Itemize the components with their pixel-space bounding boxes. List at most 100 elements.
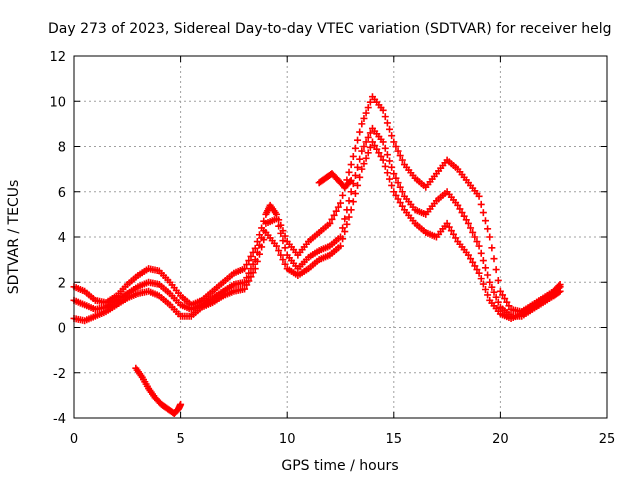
data-point <box>347 161 355 169</box>
data-point-interp <box>492 293 500 301</box>
data-point-interp <box>484 291 492 299</box>
data-point-interp <box>362 138 370 146</box>
data-point-interp <box>245 257 253 265</box>
data-point-interp <box>328 215 336 223</box>
data-point-interp <box>396 152 404 160</box>
data-point-interp <box>362 109 370 117</box>
data-point-interp <box>243 281 251 289</box>
data-point-interp <box>277 251 285 259</box>
chart-title: Day 273 of 2023, Sidereal Day-to-day VTE… <box>48 21 611 37</box>
data-point-interp <box>275 247 283 255</box>
data-point-interp <box>253 257 261 265</box>
data-point-interp <box>383 169 391 177</box>
data-point-interp <box>255 250 263 258</box>
data-point-interp <box>449 230 457 238</box>
x-tick-label: 20 <box>492 432 509 447</box>
data-point-interp <box>471 233 479 241</box>
x-tick-label: 15 <box>386 432 403 447</box>
data-point <box>358 165 366 173</box>
data-point <box>556 283 564 291</box>
data-point-interp <box>477 249 485 257</box>
data-point-interp <box>388 132 396 140</box>
data-point-interp <box>339 191 347 199</box>
data-point-interp <box>473 238 481 246</box>
data-point-interp <box>349 152 357 160</box>
data-point-interp <box>360 160 368 168</box>
data-point-interp <box>392 174 400 182</box>
data-point-interp <box>281 244 289 252</box>
data-point-interp <box>555 284 563 292</box>
data-point-interp <box>386 175 394 183</box>
y-tick-label: 10 <box>49 95 66 110</box>
x-tick-label: 25 <box>599 432 616 447</box>
data-point <box>443 219 451 227</box>
data-point-interp <box>394 179 402 187</box>
x-tick-label: 5 <box>176 432 184 447</box>
data-point-interp <box>245 277 253 285</box>
data-point-interp <box>351 171 359 179</box>
data-point-interp <box>458 209 466 217</box>
data-point-interp <box>279 237 287 245</box>
data-point-interp <box>277 229 285 237</box>
data-point-interp <box>505 302 513 310</box>
data-point <box>241 265 249 273</box>
data-point <box>486 233 494 241</box>
data-point-interp <box>479 257 487 265</box>
data-point-interp <box>383 119 391 127</box>
data-point-interp <box>447 227 455 235</box>
data-point-interp <box>394 195 402 203</box>
data-point-interp <box>332 207 340 215</box>
data-point-interp <box>249 269 257 277</box>
data-point-interp <box>339 224 347 232</box>
data-point-interp <box>383 151 391 159</box>
data-point-interp <box>351 190 359 198</box>
data-point-interp <box>396 199 404 207</box>
data-point-interp <box>460 212 468 220</box>
data-point-interp <box>345 197 353 205</box>
data-point-interp <box>481 217 489 225</box>
data-point-interp <box>364 104 372 112</box>
y-tick-label: 0 <box>58 322 66 337</box>
data-point-interp <box>490 288 498 296</box>
data-point-interp <box>354 136 362 144</box>
data-point-interp <box>354 163 362 171</box>
data-point-interp <box>356 173 364 181</box>
x-axis-label: GPS time / hours <box>281 458 398 474</box>
series-track-3 <box>70 138 564 325</box>
data-point-interp <box>471 262 479 270</box>
y-tick-label: 8 <box>58 141 66 156</box>
data-point-interp <box>490 255 498 263</box>
data-point <box>475 192 483 200</box>
data-point-interp <box>388 181 396 189</box>
data-point <box>347 176 355 184</box>
data-point-interp <box>467 255 475 263</box>
data-point-interp <box>279 256 287 264</box>
tick-layer: -4 -2 0 2 4 6 8 10 12 0 5 10 15 20 25 <box>49 50 615 447</box>
data-point <box>273 215 281 223</box>
data-point <box>390 188 398 196</box>
data-point-interp <box>386 125 394 133</box>
data-point-interp <box>392 191 400 199</box>
data-point-interp <box>494 276 502 284</box>
data-point-interp <box>398 188 406 196</box>
data-point-interp <box>501 295 509 303</box>
data-point-interp <box>381 144 389 152</box>
y-tick-label: 6 <box>58 186 66 201</box>
data-point-interp <box>247 273 255 281</box>
data-point <box>358 147 366 155</box>
y-axis-label: SDTVAR / TECUs <box>6 180 22 295</box>
data-point-interp <box>349 198 357 206</box>
data-point-interp <box>281 260 289 268</box>
data-point-interp <box>381 162 389 170</box>
data-point <box>496 287 504 295</box>
data-point-interp <box>253 238 261 246</box>
data-point-interp <box>371 142 379 150</box>
data-point-interp <box>396 183 404 191</box>
data-point <box>251 244 259 252</box>
data-point <box>379 106 387 114</box>
data-point-interp <box>456 205 464 213</box>
data-point-interp <box>366 98 374 106</box>
data-point-interp <box>473 266 481 274</box>
data-point-interp <box>356 155 364 163</box>
data-point-interp <box>366 143 374 151</box>
